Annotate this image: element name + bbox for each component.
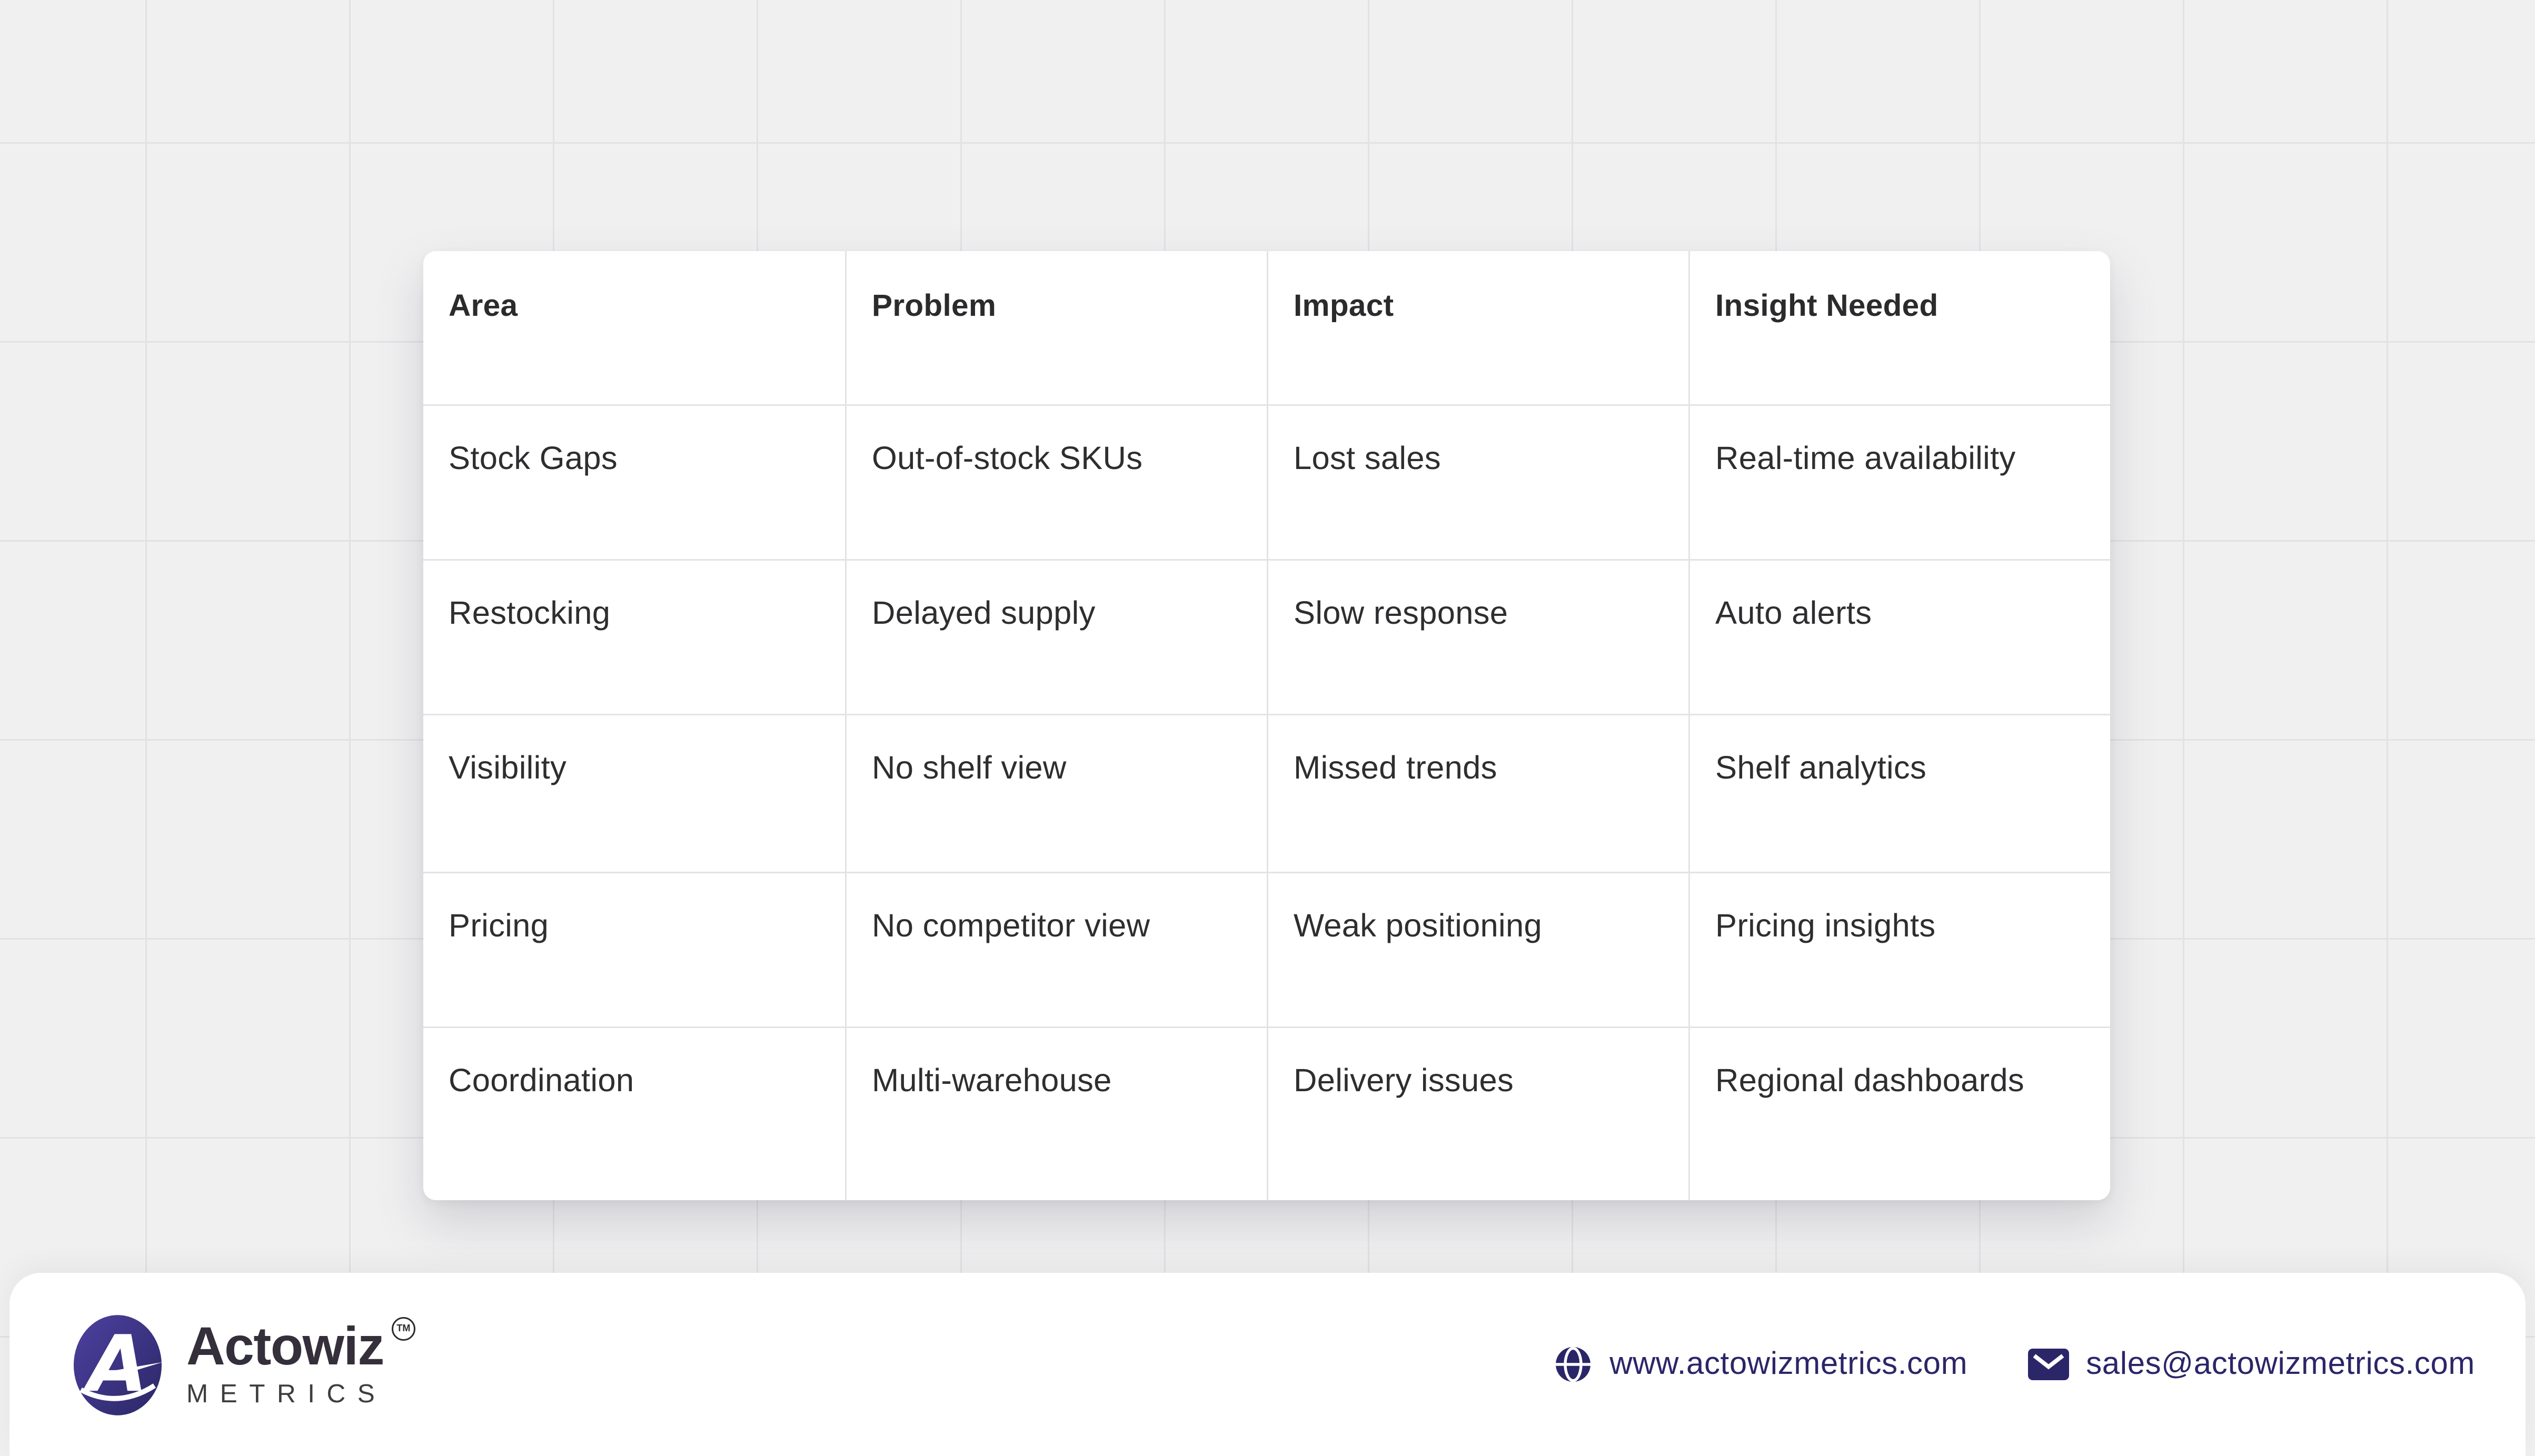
brand-subtitle: METRICS <box>186 1380 387 1409</box>
mail-icon <box>2027 1349 2069 1380</box>
column-header-problem: Problem <box>845 251 1267 404</box>
table-cell: Coordination <box>449 1063 634 1099</box>
website-link[interactable]: www.actowizmetrics.com <box>1554 1345 1967 1383</box>
table-cell: Multi-warehouse <box>845 1028 1267 1200</box>
email-link[interactable]: sales@actowizmetrics.com <box>2027 1347 2475 1383</box>
actowiz-logo-icon: A <box>73 1314 163 1415</box>
brand-text: Actowiz TM METRICS <box>186 1317 415 1409</box>
table-cell: Weak positioning <box>1267 873 1688 1026</box>
brand-logo-group: A Actowiz TM METRICS <box>73 1313 415 1416</box>
table-header-row: Area Problem Impact Insight Needed <box>423 251 2110 404</box>
table-cell: Pricing insights <box>1688 873 2110 1026</box>
column-header-area: Area <box>449 289 518 324</box>
table-cell: Shelf analytics <box>1688 715 2110 872</box>
table-cell: Out-of-stock SKUs <box>845 406 1267 559</box>
website-label: www.actowizmetrics.com <box>1609 1346 1968 1381</box>
table-cell: Missed trends <box>1267 715 1688 872</box>
footer-bar: A Actowiz TM METRICS www.actowizmetric <box>9 1273 2526 1456</box>
column-header-insight-needed: Insight Needed <box>1688 251 2110 404</box>
table-row-visibility: Visibility No shelf view Missed trends S… <box>423 714 2110 872</box>
table-cell: Visibility <box>449 750 567 786</box>
footer-contacts: www.actowizmetrics.com sales@actowizmetr… <box>1554 1345 2475 1383</box>
table-cell: Delayed supply <box>845 561 1267 714</box>
table-row-restocking: Restocking Delayed supply Slow response … <box>423 559 2110 714</box>
problem-insight-table: Area Problem Impact Insight Needed Stock… <box>423 251 2110 1200</box>
brand-name: Actowiz <box>186 1317 384 1378</box>
table-row-pricing: Pricing No competitor view Weak position… <box>423 872 2110 1026</box>
table-cell: No competitor view <box>845 873 1267 1026</box>
table-cell: Pricing <box>449 908 549 944</box>
column-header-impact: Impact <box>1267 251 1688 404</box>
table-cell: Slow response <box>1267 561 1688 714</box>
email-label: sales@actowizmetrics.com <box>2086 1346 2475 1381</box>
table-cell: Stock Gaps <box>449 441 618 477</box>
table-cell: Auto alerts <box>1688 561 2110 714</box>
trademark-badge: TM <box>391 1317 415 1341</box>
table-cell: Delivery issues <box>1267 1028 1688 1200</box>
table-cell: Real-time availability <box>1688 406 2110 559</box>
table-cell: Lost sales <box>1267 406 1688 559</box>
table-cell: Regional dashboards <box>1688 1028 2110 1200</box>
table-row-coordination: Coordination Multi-warehouse Delivery is… <box>423 1026 2110 1200</box>
globe-icon <box>1556 1347 1591 1382</box>
table-cell: No shelf view <box>845 715 1267 872</box>
table-cell: Restocking <box>449 595 611 632</box>
table-row-stock-gaps: Stock Gaps Out-of-stock SKUs Lost sales … <box>423 404 2110 559</box>
